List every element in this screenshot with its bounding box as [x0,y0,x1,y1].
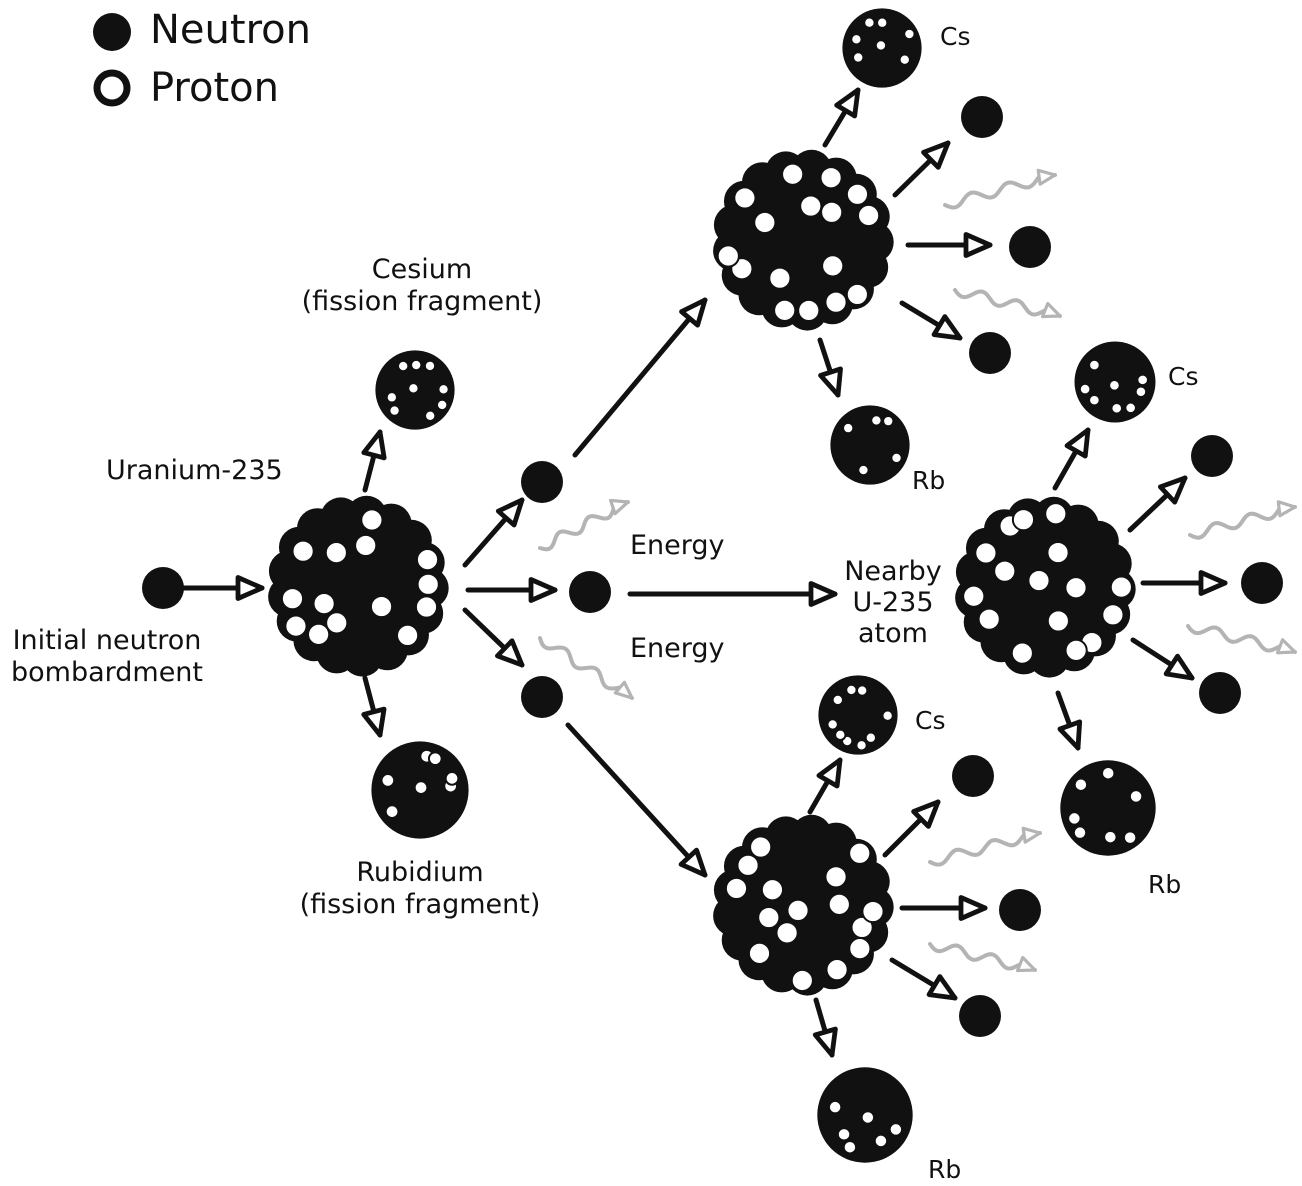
free-neutrons [521,96,1283,1037]
energy-wave-mid-1 [538,498,630,552]
bottom-rb-nucleus [817,1067,913,1163]
rubidium-fragment [371,741,469,839]
arrow-bottom-n1 [882,799,941,858]
legend-proton-icon [93,69,131,107]
cs-label-bottom: Cs [915,706,946,735]
bottom-u235-nucleus [713,814,894,996]
arrow-right-n3 [1130,637,1195,681]
cesium-line1: Cesium [371,254,473,285]
energy-wave-top-2 [953,288,1062,319]
initial-neutron-label: Initial neutron bombardment [2,625,212,690]
rubidium-line1: Rubidium [356,857,484,888]
arrow-to-cesium [361,429,387,493]
cesium-line2: (fission fragment) [301,286,543,318]
energy-wave-bottom-2 [928,942,1037,973]
initial-neutron [142,567,184,609]
energy-wave-right-2 [1186,624,1297,655]
rb-label-bottom: Rb [928,1155,962,1184]
arrow-bottom-n3 [889,957,958,1001]
arrow-neutron-1-to-top-u235 [572,297,708,458]
top-rb-nucleus [830,405,910,485]
arrow-neutron-3-to-bottom-u235 [565,722,708,878]
bottom-cs-nucleus [818,675,898,755]
nearby-line1: Nearby [844,556,942,587]
arrow-bottom-rb [812,997,838,1058]
cs-label-right: Cs [1168,362,1199,391]
nearby-line2: U-235 [852,587,934,619]
nuclei [268,8,1156,1163]
energy-wave-mid-2 [538,636,634,700]
nearby-line3: atom [858,618,928,650]
rb-label-top: Rb [912,466,946,495]
rubidium-label: Rubidium (fission fragment) [270,857,570,922]
arrow-right-rb [1055,690,1083,751]
right-rb-nucleus [1060,760,1156,856]
neutron-bottom-3 [959,995,1001,1037]
energy-label-bottom: Energy [630,633,725,664]
nearby-atom-label: Nearby U-235 atom [828,556,958,649]
arrow-to-neutron-1 [462,497,525,568]
cesium-fragment [375,350,455,430]
energy-wave-right-1 [1188,500,1297,540]
neutron-bottom-2 [999,889,1041,931]
right-cs-nucleus [1074,341,1156,423]
initial-neutron-line1: Initial neutron [12,625,202,656]
legend-neutron-label: Neutron [150,7,311,53]
legend-proton-label: Proton [150,65,279,111]
neutron-mid-1 [521,461,563,503]
neutron-right-3 [1199,672,1241,714]
arrow-top-n3 [899,300,963,341]
energy-waves [538,168,1297,973]
neutron-top-2 [1009,226,1051,268]
energy-label-top: Energy [630,530,725,561]
arrow-to-rubidium [361,675,387,738]
neutron-right-1 [1191,435,1233,477]
energy-wave-top-1 [943,168,1057,210]
cs-label-top: Cs [940,22,971,51]
cesium-label: Cesium (fission fragment) [272,254,572,319]
arrow-top-cs [822,87,861,148]
legend-neutron-icon [93,13,131,51]
nearby-u235-nucleus [955,496,1136,678]
neutron-right-2 [1241,562,1283,604]
top-cs-nucleus [842,8,922,88]
neutron-top-1 [961,96,1003,138]
arrow-right-cs [1052,427,1091,491]
neutron-mid-2 [569,571,611,613]
arrow-top-rb [817,337,843,398]
uranium-label: Uranium-235 [106,455,283,486]
arrow-top-n1 [892,140,951,198]
energy-wave-bottom-1 [928,826,1042,867]
arrow-to-neutron-3 [462,607,525,668]
neutron-top-3 [969,332,1011,374]
arrow-bottom-cs [807,757,843,815]
neutron-mid-3 [521,676,563,718]
legend [93,13,131,107]
top-u235-nucleus [713,149,894,331]
uranium-235-nucleus [268,495,449,677]
rb-label-right: Rb [1148,870,1182,899]
initial-neutron-line2: bombardment [10,657,204,689]
arrow-right-n1 [1127,475,1188,533]
neutron-bottom-1 [952,755,994,797]
reaction-arrows [175,87,1228,1058]
rubidium-line2: (fission fragment) [299,889,541,921]
